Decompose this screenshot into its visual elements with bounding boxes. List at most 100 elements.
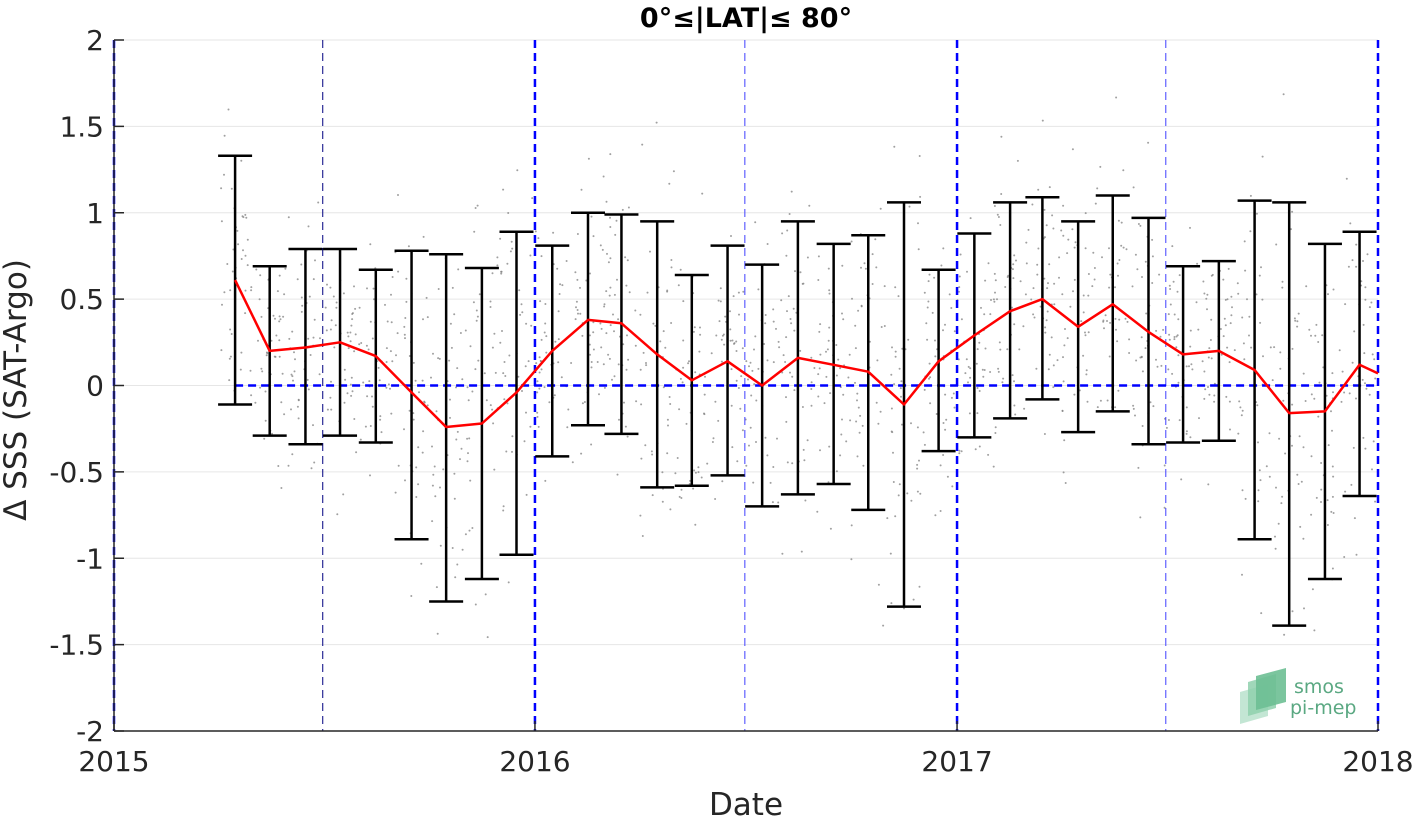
- scatter-point: [518, 289, 521, 292]
- scatter-point: [958, 275, 961, 278]
- scatter-point: [489, 404, 492, 407]
- scatter-point: [1274, 535, 1276, 538]
- scatter-point: [847, 376, 850, 379]
- scatter-point: [291, 375, 294, 378]
- scatter-point: [1296, 473, 1299, 476]
- scatter-point: [394, 491, 397, 494]
- scatter-point: [1056, 359, 1059, 362]
- scatter-point: [474, 368, 477, 371]
- scatter-point: [729, 339, 732, 342]
- scatter-point: [777, 501, 780, 504]
- scatter-point: [511, 450, 513, 453]
- scatter-point: [1258, 274, 1261, 277]
- scatter-point: [1227, 267, 1230, 270]
- scatter-point: [1222, 335, 1225, 338]
- scatter-point: [410, 595, 413, 597]
- scatter-point: [1001, 381, 1004, 384]
- scatter-point: [670, 259, 673, 261]
- scatter-point: [1282, 93, 1285, 96]
- scatter-point: [556, 267, 559, 270]
- scatter-point: [918, 459, 920, 462]
- scatter-point: [710, 352, 713, 355]
- scatter-point: [742, 290, 745, 293]
- scatter-point: [992, 298, 995, 301]
- scatter-point: [493, 468, 496, 471]
- logo-mark-icon: [1240, 668, 1286, 724]
- scatter-point: [537, 237, 540, 240]
- scatter-point: [371, 395, 373, 398]
- scatter-point: [1024, 293, 1027, 296]
- scatter-point: [662, 330, 665, 333]
- scatter-point: [254, 401, 257, 404]
- scatter-point: [786, 310, 788, 313]
- scatter-point: [1099, 399, 1102, 402]
- scatter-point: [1118, 259, 1121, 261]
- scatter-point: [1071, 228, 1074, 231]
- scatter-point: [724, 315, 727, 318]
- scatter-point: [577, 312, 579, 315]
- scatter-point: [1167, 313, 1170, 316]
- scatter-point: [858, 431, 861, 434]
- scatter-point: [485, 399, 488, 402]
- scatter-point: [980, 306, 982, 309]
- scatter-point: [692, 487, 695, 490]
- mean-line: [233, 279, 1379, 429]
- scatter-point: [237, 243, 240, 246]
- scatter-point: [1327, 444, 1330, 447]
- scatter-point: [983, 369, 986, 371]
- scatter-point: [415, 496, 418, 498]
- scatter-point: [560, 376, 563, 379]
- scatter-point: [841, 312, 843, 315]
- scatter-point: [958, 452, 961, 455]
- scatter-point: [1332, 475, 1335, 478]
- scatter-point: [278, 274, 281, 277]
- scatter-point: [817, 373, 820, 376]
- scatter-point: [261, 370, 264, 373]
- scatter-point: [469, 479, 472, 482]
- scatter-point: [1259, 321, 1262, 324]
- scatter-point: [500, 272, 503, 275]
- scatter-point: [405, 300, 408, 303]
- scatter-point: [678, 495, 681, 498]
- scatter-point: [389, 350, 392, 353]
- x-tick-label: 2015: [78, 745, 149, 778]
- scatter-point: [1320, 488, 1323, 491]
- scatter-point: [396, 332, 399, 335]
- scatter-point: [1257, 441, 1259, 444]
- scatter-point: [491, 408, 494, 411]
- scatter-point: [1185, 406, 1188, 409]
- scatter-point: [525, 493, 528, 496]
- scatter-point: [353, 285, 355, 288]
- scatter-point: [459, 458, 461, 461]
- scatter-point: [1135, 359, 1138, 362]
- scatter-point: [397, 464, 400, 467]
- scatter-point: [1364, 298, 1367, 301]
- scatter-point: [351, 390, 354, 393]
- scatter-point: [333, 346, 336, 349]
- scatter-point: [714, 400, 717, 403]
- scatter-point: [1048, 353, 1051, 356]
- scatter-point: [1268, 432, 1271, 435]
- scatter-point: [701, 192, 704, 195]
- scatter-point: [592, 348, 595, 351]
- scatter-point: [1084, 334, 1087, 337]
- scatter-point: [607, 261, 610, 264]
- scatter-point: [1229, 322, 1232, 325]
- scatter-point: [999, 348, 1002, 351]
- scatter-point: [1132, 407, 1135, 410]
- scatter-point: [360, 342, 363, 344]
- scatter-point: [661, 500, 664, 503]
- scatter-point: [414, 379, 417, 382]
- scatter-point: [993, 300, 996, 303]
- scatter-point: [565, 260, 568, 262]
- scatter-point: [1114, 317, 1117, 320]
- scatter-point: [1236, 282, 1239, 285]
- scatter-point: [942, 247, 945, 250]
- scatter-point: [281, 372, 284, 375]
- scatter-point: [917, 248, 920, 251]
- scatter-point: [1282, 399, 1285, 402]
- scatter-point: [635, 400, 638, 403]
- scatter-point: [883, 325, 886, 327]
- scatter-point: [1338, 349, 1341, 352]
- scatter-point: [1345, 177, 1348, 180]
